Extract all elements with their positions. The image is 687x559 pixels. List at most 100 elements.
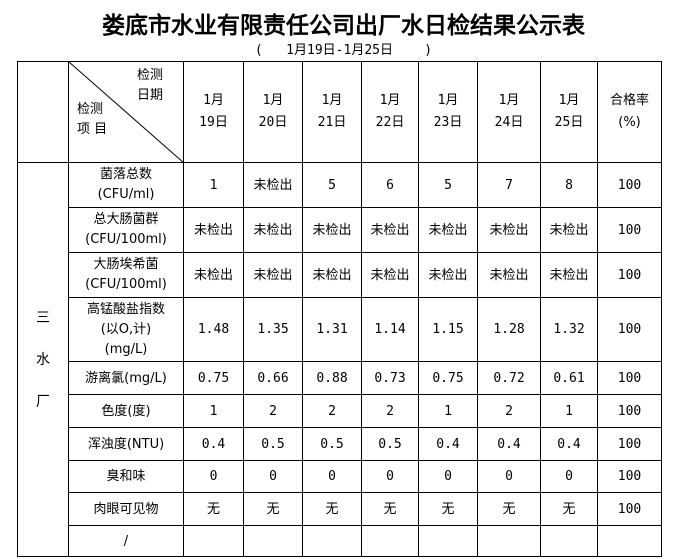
result-cell: 0.5: [302, 427, 362, 461]
plant-name: 三水厂: [17, 162, 69, 557]
date-header: 1月 19日: [183, 61, 244, 163]
results-table: 检测 日期 检测项 目 1月 19日 1月 20日 1月 21日 1月 22日 1月 23日 1月 24…: [17, 61, 662, 557]
result-cell: 2: [477, 394, 541, 428]
result-cell: 无: [183, 492, 244, 526]
pass-rate-cell: 100: [597, 394, 662, 428]
result-cell: 0.4: [418, 427, 478, 461]
date-range: ( 1月19日-1月25日 ): [254, 43, 433, 58]
result-cell: 1: [183, 394, 244, 428]
diag-bottom-label: 检测项 目: [77, 102, 108, 137]
result-cell: 1.32: [540, 297, 598, 362]
pass-rate-cell: 100: [597, 207, 662, 253]
result-cell: [183, 525, 244, 557]
item-name: 游离氯(mg/L): [68, 361, 184, 395]
result-cell: [302, 525, 362, 557]
result-cell: 0.72: [477, 361, 541, 395]
date-header: 1月 22日: [361, 61, 419, 163]
result-cell: 0.73: [361, 361, 419, 395]
table-row: 大肠埃希菌 (CFU/100ml) 未检出 未检出 未检出 未检出 未检出 未检出 未检出 100: [18, 252, 662, 298]
item-name: 臭和味: [68, 460, 184, 493]
result-cell: 无: [243, 492, 303, 526]
diagonal-line: [69, 62, 184, 163]
table-row: 色度(度) 1 2 2 2 1 2 1 100: [18, 394, 662, 428]
blank-corner: [17, 61, 69, 163]
table-row: 浑浊度(NTU) 0.4 0.5 0.5 0.5 0.4 0.4 0.4 100: [18, 427, 662, 461]
result-cell: 未检出: [418, 252, 478, 298]
result-cell: [540, 525, 598, 557]
item-name: 大肠埃希菌 (CFU/100ml): [68, 252, 184, 298]
result-cell: 0: [302, 460, 362, 493]
result-cell: 2: [243, 394, 303, 428]
result-cell: 1.31: [302, 297, 362, 362]
result-cell: 1: [540, 394, 598, 428]
date-header: 1月 21日: [302, 61, 362, 163]
item-name: 总大肠菌群 (CFU/100ml): [68, 207, 184, 253]
result-cell: 未检出: [183, 207, 244, 253]
table-row: 三水厂菌落总数 (CFU/ml) 1 未检出 5 6 5 7 8 100: [17, 162, 662, 557]
result-cell: 未检出: [361, 207, 419, 253]
result-cell: 0.75: [418, 361, 478, 395]
result-cell: 5: [418, 162, 478, 208]
table-row: 总大肠菌群 (CFU/100ml) 未检出 未检出 未检出 未检出 未检出 未检出 未检出 100: [18, 207, 662, 253]
date-header: 1月 23日: [418, 61, 478, 163]
result-cell: 未检出: [302, 207, 362, 253]
result-cell: 未检出: [183, 252, 244, 298]
table-row: 肉眼可见物无无无无无无无 100: [18, 492, 662, 526]
result-cell: 0: [361, 460, 419, 493]
result-cell: 1.15: [418, 297, 478, 362]
pass-rate-cell: 100: [597, 252, 662, 298]
result-cell: 未检出: [243, 207, 303, 253]
pass-rate-cell: 100: [597, 162, 662, 208]
result-cell: [361, 525, 419, 557]
result-cell: 0.75: [183, 361, 244, 395]
result-cell: 未检出: [540, 207, 598, 253]
result-cell: 无: [361, 492, 419, 526]
result-cell: [477, 525, 541, 557]
result-cell: 未检出: [477, 207, 541, 253]
result-cell: 未检出: [477, 252, 541, 298]
result-cell: 0.66: [243, 361, 303, 395]
result-cell: 未检出: [361, 252, 419, 298]
result-cell: 5: [302, 162, 362, 208]
result-cell: 1.14: [361, 297, 419, 362]
table-row: 臭和味 0 0 0 0 0 0 0 100: [18, 460, 662, 493]
item-name: /: [68, 525, 184, 557]
result-cell: 0.5: [361, 427, 419, 461]
item-name: 色度(度): [68, 394, 184, 428]
result-cell: 无: [302, 492, 362, 526]
date-header: 1月 25日: [540, 61, 598, 163]
pass-rate-header: 合格率 (%): [597, 61, 662, 163]
result-cell: 0.5: [243, 427, 303, 461]
diag-top-label: 检测 日期: [136, 68, 163, 103]
result-cell: 未检出: [243, 252, 303, 298]
result-cell: 0: [243, 460, 303, 493]
result-cell: 1: [418, 394, 478, 428]
pass-rate-cell: 100: [597, 427, 662, 461]
table-row: 高锰酸盐指数 (以O,计) (mg/L) 1.48 1.35 1.31 1.14 1.15 1.…: [18, 297, 662, 362]
result-cell: 0.88: [302, 361, 362, 395]
result-cell: 0: [418, 460, 478, 493]
result-cell: 1.35: [243, 297, 303, 362]
result-cell: 0.4: [183, 427, 244, 461]
result-cell: [243, 525, 303, 557]
result-cell: 8: [540, 162, 598, 208]
table-row: /: [18, 525, 662, 557]
date-header: 1月 24日: [477, 61, 541, 163]
result-cell: 未检出: [302, 252, 362, 298]
diagonal-header: 检测 日期 检测项 目: [68, 61, 184, 163]
result-cell: 6: [361, 162, 419, 208]
date-header: 1月 20日: [243, 61, 303, 163]
pass-rate-cell: 100: [597, 492, 662, 526]
result-cell: 1.48: [183, 297, 244, 362]
result-cell: 7: [477, 162, 541, 208]
result-cell: 0.4: [477, 427, 541, 461]
result-cell: 0.61: [540, 361, 598, 395]
result-cell: 0: [183, 460, 244, 493]
result-cell: 无: [540, 492, 598, 526]
pass-rate-cell: 100: [597, 460, 662, 493]
table-row: 游离氯(mg/L) 0.75 0.66 0.88 0.73 0.75 0.72 0.61 100: [18, 361, 662, 395]
result-cell: 1.28: [477, 297, 541, 362]
result-cell: 0: [540, 460, 598, 493]
result-cell: 0.4: [540, 427, 598, 461]
result-cell: 无: [477, 492, 541, 526]
